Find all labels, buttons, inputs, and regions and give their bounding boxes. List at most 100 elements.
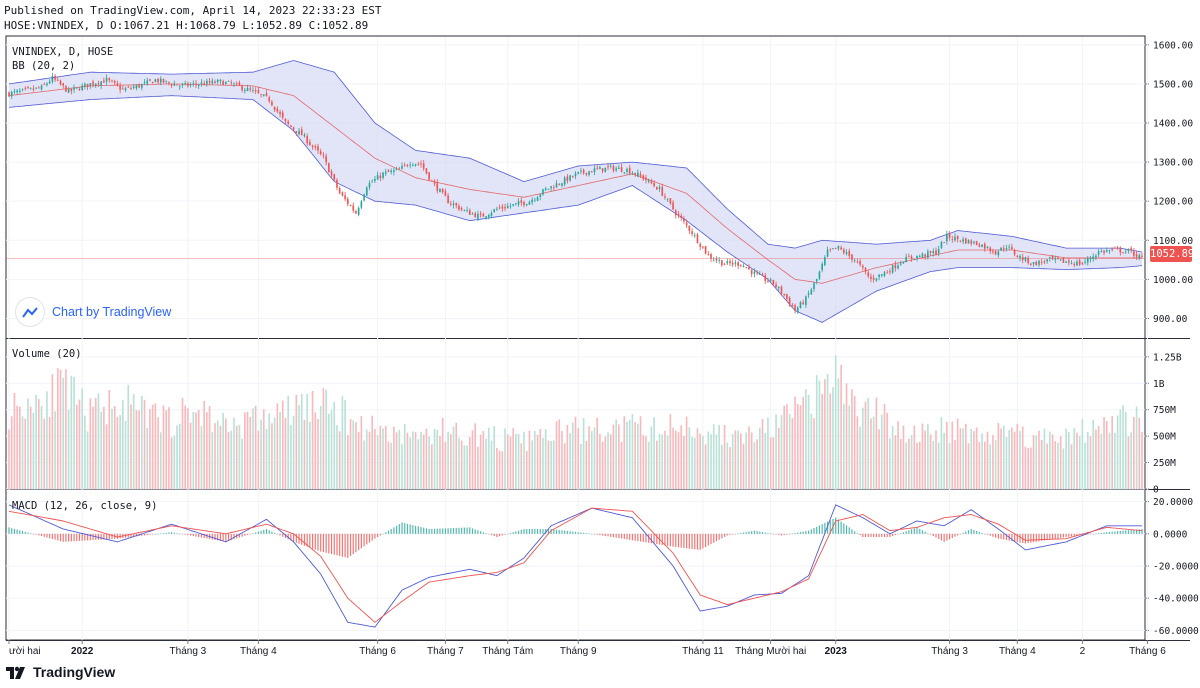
macd-histogram-bar — [404, 523, 406, 534]
candle-body — [403, 164, 406, 166]
macd-histogram-bar — [11, 528, 13, 534]
volume-bar — [252, 408, 254, 489]
volume-bar — [1124, 411, 1127, 489]
macd-histogram-bar — [409, 524, 411, 534]
candle — [1016, 254, 1019, 258]
candle — [1127, 248, 1130, 254]
candle — [333, 173, 336, 182]
chart-by-tradingview-badge[interactable]: Chart by TradingView — [16, 298, 171, 326]
macd-histogram-bar — [306, 533, 308, 547]
volume-bar — [1035, 435, 1038, 489]
volume-bar — [149, 409, 151, 489]
candle — [951, 235, 954, 243]
candle-body — [21, 88, 24, 90]
macd-histogram-bar — [816, 526, 818, 534]
macd-histogram-bar — [360, 533, 362, 549]
macd-histogram-bar — [1054, 533, 1056, 539]
candle-body — [872, 277, 875, 280]
candle — [38, 86, 40, 89]
volume-bar — [688, 427, 691, 489]
macd-histogram-bar — [322, 533, 325, 553]
macd-histogram-bar — [691, 533, 693, 549]
macd-histogram-bar — [461, 527, 463, 534]
macd-histogram-bar — [249, 533, 251, 535]
macd-histogram-bar — [1141, 529, 1143, 534]
candle-body — [19, 90, 21, 92]
macd-histogram-bar — [358, 533, 360, 551]
candle — [1078, 258, 1081, 267]
candle — [477, 210, 479, 222]
macd-histogram-bar — [843, 523, 845, 534]
macd-histogram-bar — [965, 531, 967, 534]
candle — [742, 263, 745, 268]
candle — [62, 82, 65, 89]
macd-histogram-bar — [187, 533, 189, 536]
candle — [1105, 247, 1108, 253]
macd-histogram-bar — [1095, 533, 1097, 535]
candle-body — [447, 195, 449, 204]
macd-histogram-bar — [715, 533, 718, 542]
footer-brand[interactable]: TradingView — [6, 664, 115, 680]
time-axis-label: Tháng 7 — [427, 646, 464, 657]
volume-bar — [62, 377, 65, 489]
candle — [154, 78, 157, 83]
price-axis-tick-label: 1400.00 — [1153, 119, 1193, 130]
candle — [786, 293, 788, 302]
candle-body — [1081, 263, 1084, 265]
macd-histogram-bar — [130, 533, 132, 538]
candle-body — [791, 304, 794, 307]
volume-bar — [414, 431, 417, 489]
candle-body — [731, 262, 734, 265]
candle-body — [154, 79, 157, 82]
volume-bar — [1133, 416, 1135, 489]
volume-bar — [51, 374, 54, 489]
footer-brand-text: TradingView — [33, 664, 116, 680]
candle-body — [756, 272, 758, 274]
macd-histogram-bar — [799, 532, 802, 534]
candle — [764, 272, 767, 284]
candle — [539, 193, 542, 201]
volume-bar — [731, 434, 734, 489]
candle — [921, 252, 924, 259]
volume-bar — [1032, 434, 1035, 489]
candle-body — [420, 163, 422, 165]
candle — [262, 94, 265, 97]
candle-body — [281, 112, 284, 118]
macd-histogram-bar — [501, 533, 503, 536]
candle — [637, 169, 639, 178]
candle-body — [1092, 256, 1095, 259]
candle — [230, 79, 233, 86]
candle — [693, 232, 696, 239]
volume-bar — [810, 413, 813, 489]
candle — [810, 287, 813, 295]
candle — [1011, 243, 1013, 250]
volume-bar — [981, 433, 983, 489]
candle-body — [523, 202, 525, 205]
candle — [561, 182, 563, 188]
volume-bar — [1095, 429, 1097, 489]
volume-bar — [463, 445, 466, 489]
volume-bar — [1084, 442, 1086, 489]
candle — [975, 240, 978, 246]
macd-histogram-bar — [463, 527, 465, 534]
candle-body — [54, 75, 56, 80]
volume-bar — [165, 410, 168, 489]
volume-bar — [67, 409, 70, 489]
candle-body — [376, 175, 379, 180]
candle-body — [390, 170, 392, 173]
candle-body — [94, 83, 97, 86]
candle — [515, 202, 517, 206]
candle-body — [439, 188, 441, 193]
macd-histogram-bar — [233, 533, 235, 540]
macd-histogram-bar — [301, 533, 303, 545]
candle-body — [712, 259, 715, 261]
published-text: Published on TradingView.com, April 14, … — [4, 4, 382, 17]
candle-body — [195, 83, 197, 85]
volume-bar — [48, 416, 51, 489]
candle-body — [265, 93, 268, 96]
macd-histogram-bar — [1000, 533, 1002, 540]
volume-bar — [187, 408, 189, 489]
macd-histogram-bar — [246, 533, 249, 536]
candle-body — [1013, 249, 1016, 255]
